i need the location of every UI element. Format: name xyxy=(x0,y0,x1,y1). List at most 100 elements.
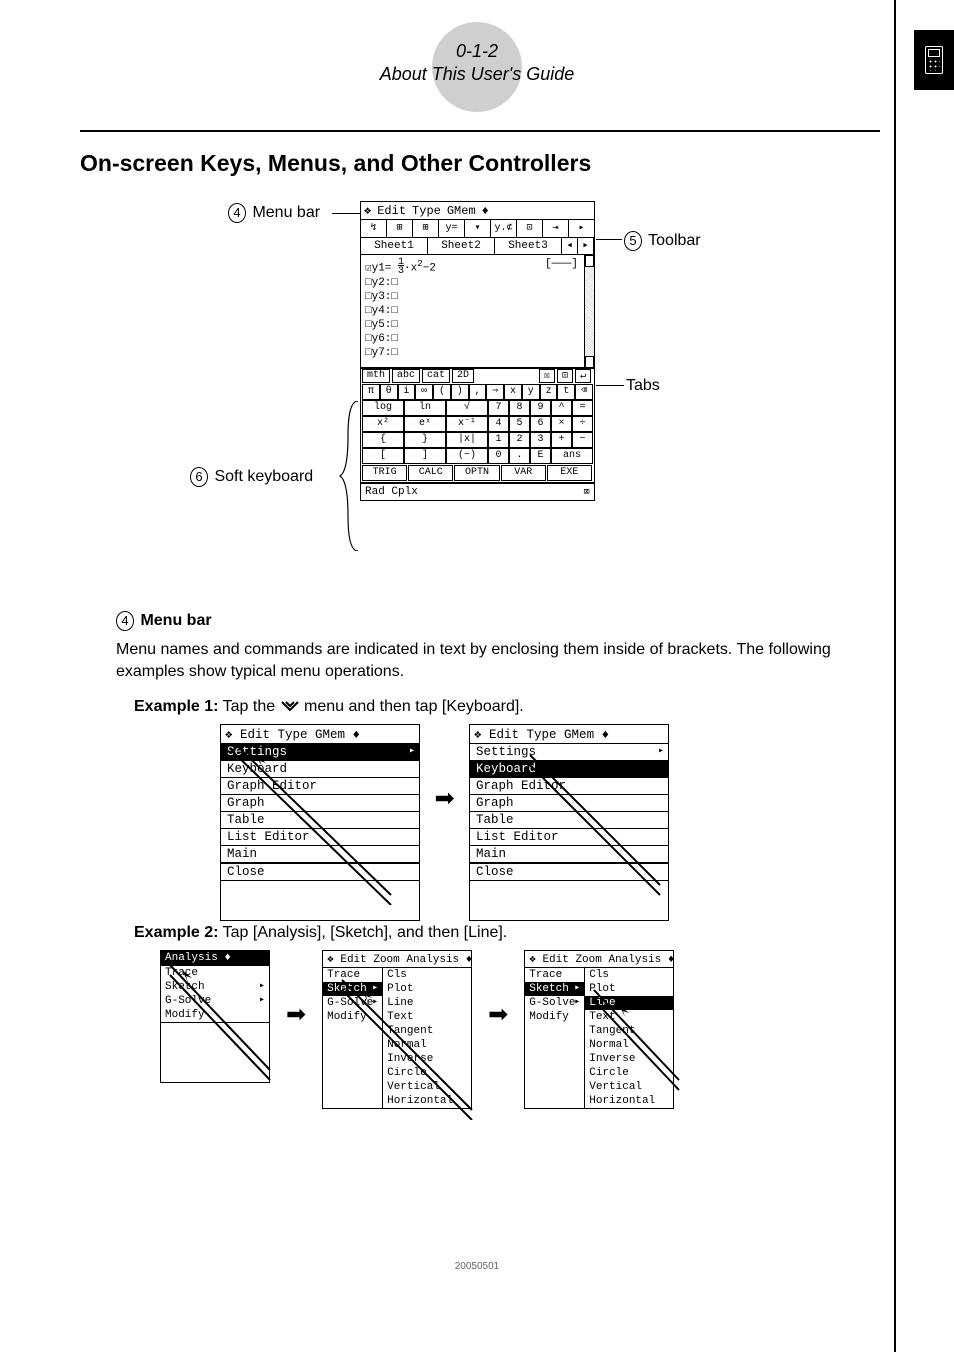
circled-4: 4 xyxy=(228,203,246,223)
circled-5: 5 xyxy=(624,231,642,251)
menu-item: Table xyxy=(470,812,668,829)
menu-item: Table xyxy=(221,812,419,829)
menu-item: Trace xyxy=(323,968,382,982)
menu-item: Vertical xyxy=(585,1080,673,1094)
menu-item: Tangent xyxy=(383,1024,471,1038)
menu-item: List Editor xyxy=(470,829,668,846)
menu-item: Normal xyxy=(383,1038,471,1052)
panel-titlebar: ❖ Edit Zoom Analysis ♦ xyxy=(323,951,471,968)
menu-item: Trace xyxy=(525,968,584,982)
formula-y1: ☑y1= 13·x2−2 [———] xyxy=(365,257,590,277)
device-sheet-tabs: Sheet1 Sheet2 Sheet3 ◂ ▸ xyxy=(360,237,595,255)
device-toolbar: ↯ ⊞ ⊞ y= ▾ y.⊄ ⊡ ⇥ ▸ xyxy=(360,219,595,239)
menu-item: Sketch xyxy=(161,980,269,994)
kb-bottom-row: TRIG CALC OPTN VAR EXE xyxy=(362,465,593,481)
menu-item: Line xyxy=(585,996,673,1010)
example-1-text: Example 1: Tap the menu and then tap [Ke… xyxy=(134,698,880,716)
analysis-menu-open: ❖ Edit Zoom Analysis ♦ Trace Sketch G-So… xyxy=(322,950,472,1109)
menu-panel-right: ❖ Edit Type GMem ♦ Settings Keyboard Gra… xyxy=(469,724,669,921)
circled-4: 4 xyxy=(116,611,134,631)
device-statusbar: Rad Cplx ⌧ xyxy=(360,483,595,501)
kb-row: [ ] (−) 0 . E ans xyxy=(362,448,593,464)
menu-item: G-Solve xyxy=(525,996,584,1010)
device-soft-keyboard: mth abc cat 2D ☒ ⊡ ↵ π θ i ∞ ( xyxy=(360,367,595,483)
page-section-name: About This User's Guide xyxy=(380,63,575,86)
menu-item: Graph xyxy=(470,795,668,812)
menu-item: Vertical xyxy=(383,1080,471,1094)
device-menubar: ❖ Edit Type GMem ♦ xyxy=(360,201,595,220)
menu-item: Plot xyxy=(383,982,471,996)
label-tabs: Tabs xyxy=(626,377,660,395)
menu-item: Close xyxy=(221,863,419,880)
scrollbar xyxy=(584,255,594,368)
pointer-line xyxy=(596,239,622,240)
menu-item: Keyboard xyxy=(221,761,419,778)
kb-tab: 2D xyxy=(452,369,474,383)
panel-titlebar: ❖ Edit Zoom Analysis ♦ xyxy=(525,951,673,968)
menu-item: Tangent xyxy=(585,1024,673,1038)
menu-item: Main xyxy=(470,846,668,863)
page-header: 0-1-2 About This User's Guide xyxy=(380,40,575,87)
menu-panel-left: ❖ Edit Type GMem ♦ Settings Keyboard Gra… xyxy=(220,724,420,921)
menu-item: Graph xyxy=(221,795,419,812)
menu-item: Graph Editor xyxy=(221,778,419,795)
device-screenshot: ❖ Edit Type GMem ♦ ↯ ⊞ ⊞ y= ▾ y.⊄ ⊡ ⇥ ▸ xyxy=(360,201,595,500)
footer-code: 20050501 xyxy=(455,1261,500,1272)
page-number: 0-1-2 xyxy=(380,40,575,63)
arrow-right-icon: ➡ xyxy=(434,784,454,813)
example-2-text: Example 2: Tap [Analysis], [Sketch], and… xyxy=(134,924,880,942)
calculator-icon xyxy=(925,46,943,74)
page-right-rule xyxy=(894,0,896,1352)
menu-item: Modify xyxy=(323,1010,382,1024)
device-graph-area: ☑y1= 13·x2−2 [———] □y2:□ □y3:□ □y4:□ □y5… xyxy=(360,254,595,369)
menu-item: G-Solve xyxy=(323,996,382,1010)
menu-item: Inverse xyxy=(585,1052,673,1066)
menu-item: Cls xyxy=(585,968,673,982)
list-item: □y2:□ xyxy=(365,276,590,290)
menu-item: Text xyxy=(383,1010,471,1024)
kb-tab: mth xyxy=(362,369,390,383)
kb-row: log ln √ 7 8 9 ^ = xyxy=(362,400,593,416)
label-menubar: 4 Menu bar xyxy=(228,203,320,223)
kb-row: { } |x| 1 2 3 + − xyxy=(362,432,593,448)
menu-item: Horizontal xyxy=(383,1094,471,1108)
panel-titlebar: Analysis ♦ xyxy=(161,951,269,966)
kb-row: π θ i ∞ ( ) , ⇒ x y z t ⌫ xyxy=(362,384,593,400)
kb-row: x² eˣ x⁻¹ 4 5 6 × ÷ xyxy=(362,416,593,432)
app-icon: ❖ xyxy=(364,203,371,218)
menu-item: Close xyxy=(470,863,668,880)
menu-item: List Editor xyxy=(221,829,419,846)
menu-item: G-Solve xyxy=(161,994,269,1008)
body-paragraph: Menu names and commands are indicated in… xyxy=(116,639,880,684)
menu-item: Line xyxy=(383,996,471,1010)
kb-tab: ↵ xyxy=(575,369,591,383)
menu-item: Modify xyxy=(525,1010,584,1024)
menu-item: Circle xyxy=(383,1066,471,1080)
circled-6: 6 xyxy=(190,467,208,487)
list-item: □y6:□ xyxy=(365,332,590,346)
arrow-right-icon: ➡ xyxy=(488,1000,508,1029)
title-rule xyxy=(80,130,880,132)
panel-titlebar: ❖ Edit Type GMem ♦ xyxy=(470,725,668,744)
label-softkb: 6 Soft keyboard xyxy=(190,467,313,487)
menu-item: Plot xyxy=(585,982,673,996)
side-thumb-tab xyxy=(914,30,954,90)
list-item: □y4:□ xyxy=(365,304,590,318)
kb-tab: cat xyxy=(422,369,450,383)
pointer-line xyxy=(596,385,624,386)
menu-item: Inverse xyxy=(383,1052,471,1066)
list-item: □y7:□ xyxy=(365,346,590,360)
menu-item: Normal xyxy=(585,1038,673,1052)
kb-tab: abc xyxy=(392,369,420,383)
brace-icon xyxy=(338,401,362,551)
menu-item: Graph Editor xyxy=(470,778,668,795)
subsection-heading: 4 Menu bar xyxy=(116,611,880,631)
menu-item: Modify xyxy=(161,1008,269,1022)
example-2-figure: Analysis ♦ Trace Sketch G-Solve Modify ➡ xyxy=(160,950,880,1109)
analysis-menu: Analysis ♦ Trace Sketch G-Solve Modify xyxy=(160,950,270,1083)
menu-item: Main xyxy=(221,846,419,863)
kb-tab: ☒ xyxy=(539,369,555,383)
panel-titlebar: ❖ Edit Type GMem ♦ xyxy=(221,725,419,744)
kb-tab: ⊡ xyxy=(557,369,573,383)
menu-item: Settings xyxy=(470,744,668,761)
